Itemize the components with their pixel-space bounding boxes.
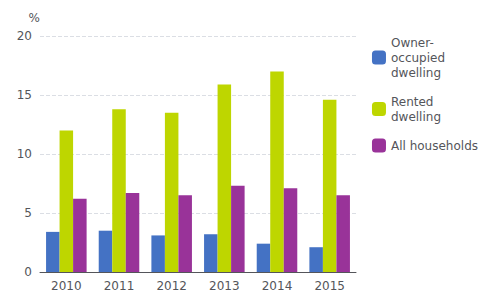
svg-text:Rented: Rented (391, 95, 434, 109)
svg-text:2015: 2015 (314, 279, 345, 293)
svg-text:2011: 2011 (104, 279, 135, 293)
svg-text:2012: 2012 (156, 279, 187, 293)
svg-text:occupied: occupied (391, 51, 445, 65)
svg-text:20: 20 (17, 29, 32, 43)
svg-text:Owner-: Owner- (391, 36, 434, 50)
svg-text:0: 0 (24, 265, 32, 279)
svg-text:dwelling: dwelling (391, 110, 441, 124)
svg-text:15: 15 (17, 88, 32, 102)
svg-text:10: 10 (17, 147, 32, 161)
svg-text:2010: 2010 (51, 279, 82, 293)
svg-text:5: 5 (24, 206, 32, 220)
svg-text:dwelling: dwelling (391, 66, 441, 80)
svg-text:All households: All households (391, 139, 478, 153)
svg-text:2013: 2013 (209, 279, 240, 293)
svg-text:2014: 2014 (262, 279, 293, 293)
svg-text:%: % (29, 11, 40, 25)
